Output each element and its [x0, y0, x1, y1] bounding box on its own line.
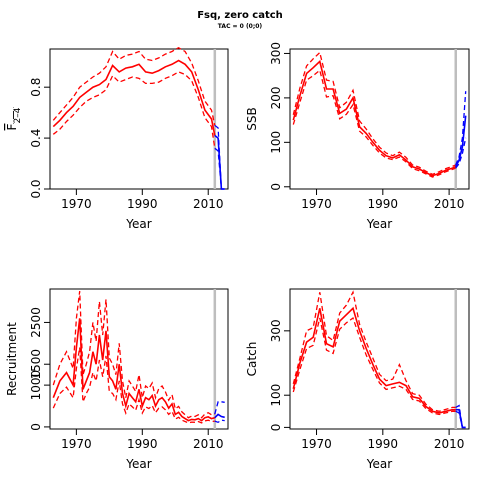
- catch-xtick-label-1990: 1990: [368, 437, 399, 451]
- ssb-ytick-label-1: 100: [269, 131, 283, 154]
- catch-xlabel: Year: [366, 457, 392, 471]
- recruitment-xtick-label-1970: 1970: [61, 437, 92, 451]
- ssb-xtick-label-1990: 1990: [368, 197, 399, 211]
- catch-projection-median: [455, 408, 466, 429]
- recruitment-historic-median: [52, 318, 216, 422]
- recruitment-ytick-label-3: 2500: [29, 307, 43, 338]
- ssb-ylabel: SSB: [245, 107, 259, 130]
- catch-historic-lower: [292, 316, 456, 416]
- fbar-historic-upper: [52, 46, 216, 126]
- ssb-xtick-label-2010: 2010: [434, 197, 465, 211]
- fbar-historic-median: [52, 59, 216, 136]
- recruitment-ylabel: Recruitment: [5, 322, 19, 396]
- ssb-projection-upper: [455, 91, 467, 166]
- catch-xtick-label-2010: 2010: [434, 437, 465, 451]
- recruitment-xtick-label-2010: 2010: [193, 437, 224, 451]
- recruitment-historic-lower: [52, 347, 215, 424]
- recruitment-xtick-label-1990: 1990: [127, 437, 158, 451]
- page-title: Fsq, zero catch: [197, 10, 283, 21]
- catch-historic-median: [292, 306, 456, 414]
- fbar-xtick-label-1970: 1970: [61, 197, 92, 211]
- catch-ytick-label-1: 100: [269, 384, 283, 407]
- ssb-historic-median: [292, 59, 456, 177]
- ssb-xtick-label-1970: 1970: [301, 197, 332, 211]
- fbar-projection-median: [214, 134, 225, 190]
- ssb-frame: [289, 48, 470, 190]
- recruitment-xlabel: Year: [125, 457, 151, 471]
- ssb-ytick-label-2: 200: [269, 86, 283, 109]
- recruitment-projection-lower: [214, 419, 225, 424]
- fbar-xlabel: Year: [125, 217, 151, 231]
- fbar-ytick-label-0: 0.0: [29, 179, 43, 198]
- recruitment-projection-upper: [214, 401, 225, 415]
- ssb-ytick-label-0: 0: [269, 183, 283, 191]
- catch-historic-upper: [292, 290, 456, 412]
- recruitment-historic-upper: [52, 291, 215, 419]
- recruitment-projection-median: [214, 413, 225, 419]
- catch-xtick-label-1970: 1970: [301, 437, 332, 451]
- catch-panel: 1970 1990 2010 0 100 300 Year Catch: [245, 288, 470, 471]
- ssb-historic-lower: [292, 69, 456, 178]
- ssb-projection-lower: [455, 137, 467, 169]
- recruitment-ytick-label-2: 1500: [29, 349, 43, 380]
- ssb-panel: 1970 1990 2010 0 100 200 300 Year SSB: [245, 42, 470, 231]
- fbar-xtick-label-1990: 1990: [127, 197, 158, 211]
- fbar-xtick-label-2010: 2010: [193, 197, 224, 211]
- catch-frame: [289, 288, 470, 430]
- recruitment-frame: [49, 288, 229, 430]
- ssb-historic-upper: [292, 51, 456, 176]
- fbar-historic-lower: [52, 71, 216, 149]
- ssb-xlabel: Year: [366, 217, 392, 231]
- catch-ylabel: Catch: [245, 342, 259, 377]
- fbar-frame: [49, 48, 229, 190]
- fbar-panel: 1970 1990 2010 0.0 0.4 0.8 Year F2–4: [5, 46, 229, 231]
- fbar-ytick-label-2: 0.8: [29, 78, 43, 97]
- recruitment-ytick-label-1: 1000: [29, 370, 43, 401]
- ssb-projection-median: [454, 115, 467, 168]
- catch-ytick-label-2: 300: [269, 319, 283, 342]
- catch-ytick-label-0: 0: [269, 424, 283, 432]
- page-subtitle: TAC = 0 (0;0): [217, 23, 263, 30]
- recruitment-ytick-label-0: 0: [29, 423, 43, 431]
- fbar-ylabel: F2–4: [5, 107, 23, 130]
- fbar-ytick-label-1: 0.4: [29, 129, 43, 148]
- ssb-ytick-label-3: 300: [269, 42, 283, 65]
